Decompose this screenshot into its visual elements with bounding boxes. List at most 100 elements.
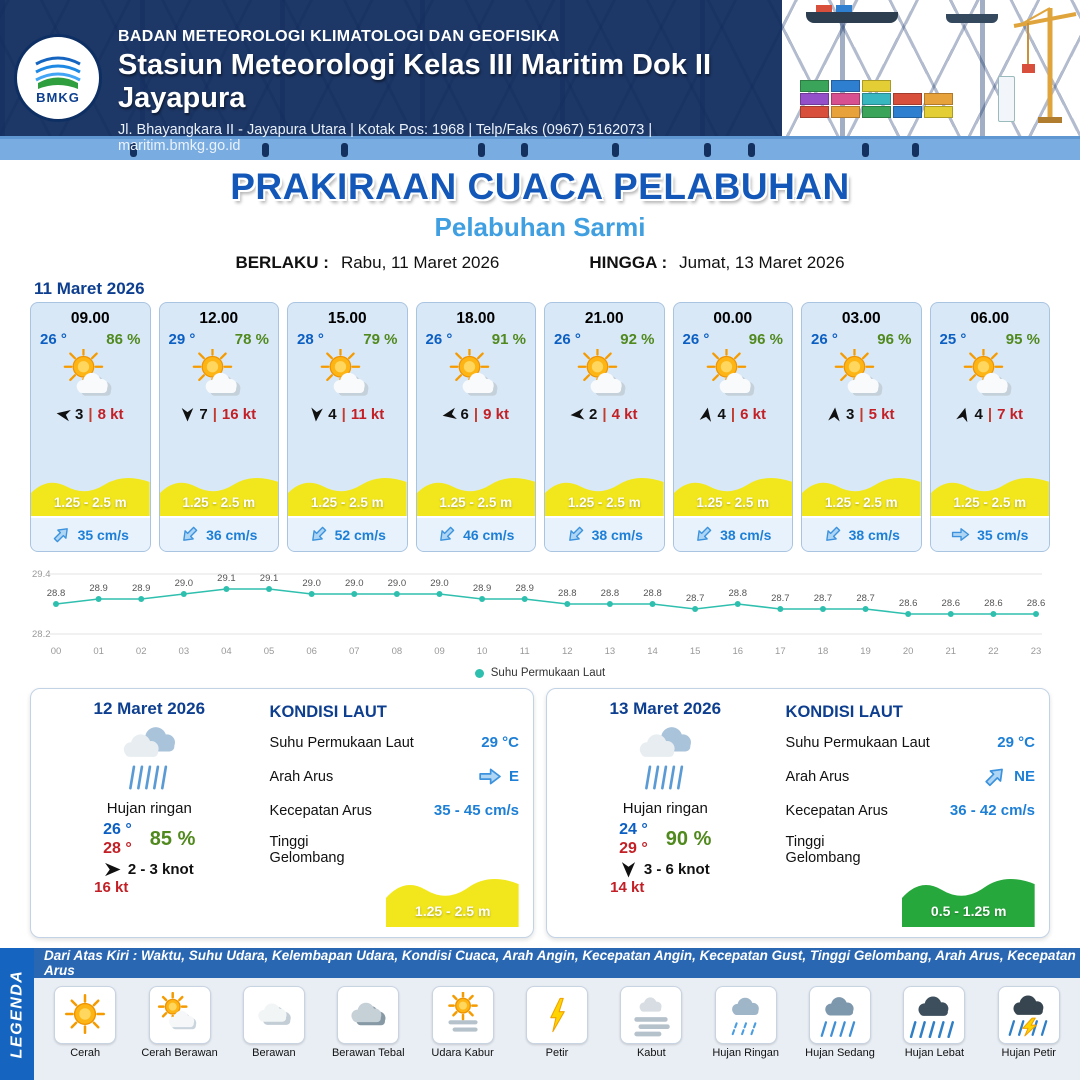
wind-speed: 4 xyxy=(974,406,983,423)
wave-height-band: 1.25 - 2.5 m xyxy=(802,470,921,516)
kondisi-label: Suhu Permukaan Laut xyxy=(785,734,930,751)
svg-text:13: 13 xyxy=(605,646,616,657)
sun-cloud-icon xyxy=(148,986,211,1044)
bmkg-logo: BMKG xyxy=(14,34,102,122)
arah-arus-value: NE xyxy=(1014,768,1035,785)
weather-icon xyxy=(545,349,664,405)
current-row: 35 cm/s xyxy=(31,516,150,551)
legend-item: Cerah Berawan xyxy=(135,986,225,1080)
card-time: 06.00 xyxy=(970,310,1010,327)
title-block: PRAKIRAAN CUACA PELABUHAN Pelabuhan Sarm… xyxy=(0,166,1080,273)
current-speed: 35 cm/s xyxy=(977,526,1029,543)
berlaku-group: BERLAKU : Rabu, 11 Maret 2026 xyxy=(235,253,499,273)
daily-humidity: 85 % xyxy=(149,827,196,850)
wave-height-band: 1.25 - 2.5 m xyxy=(673,470,792,516)
current-speed: 38 cm/s xyxy=(591,526,643,543)
sst-value: 29 °C xyxy=(481,734,519,751)
arah-arus-row: Arah Arus NE xyxy=(786,766,1035,787)
wave-height-value: 1.25 - 2.5 m xyxy=(414,903,491,919)
current-speed: 38 cm/s xyxy=(720,526,772,543)
legend-item-label: Berawan Tebal xyxy=(331,1047,405,1059)
wind-speed: 3 xyxy=(846,406,855,423)
kondisi-laut-column: KONDISI LAUT Suhu Permukaan Laut 29 °C A… xyxy=(254,699,519,927)
card-temperature: 25 ° xyxy=(939,331,967,348)
berlaku-value: Rabu, 11 Maret 2026 xyxy=(340,253,500,272)
svg-text:22: 22 xyxy=(988,646,999,657)
daily-wind-row: 3 - 6 knot xyxy=(621,861,710,878)
card-time: 15.00 xyxy=(327,310,367,327)
svg-text:10: 10 xyxy=(477,646,488,657)
wind-direction-icon xyxy=(104,862,121,877)
current-row: 52 cm/s xyxy=(288,516,407,551)
current-speed: 35 cm/s xyxy=(77,526,129,543)
svg-text:09: 09 xyxy=(434,646,445,657)
legend-item: Kabut xyxy=(606,986,696,1080)
wind-direction-icon xyxy=(55,407,72,422)
kondisi-laut-column: KONDISI LAUT Suhu Permukaan Laut 29 °C A… xyxy=(770,699,1035,927)
svg-text:28.9: 28.9 xyxy=(132,583,151,594)
legend-note: Dari Atas Kiri : Waktu, Suhu Udara, Kele… xyxy=(34,948,1080,978)
wind-separator: | xyxy=(987,406,993,423)
wind-gust: 4 kt xyxy=(611,406,638,423)
daily-gust: 16 kt xyxy=(94,879,129,897)
chart-legend-label: Suhu Permukaan Laut xyxy=(490,667,606,679)
validity-row: BERLAKU : Rabu, 11 Maret 2026 HINGGA : J… xyxy=(0,253,1080,273)
weather-icon xyxy=(160,349,279,405)
svg-text:18: 18 xyxy=(818,646,829,657)
forecast-card: 12.00 29 ° 78 % 7 | 16 kt 1.25 - 2.5 m 3… xyxy=(158,302,279,552)
current-speed: 46 cm/s xyxy=(463,526,515,543)
wind-direction-icon xyxy=(310,406,324,422)
current-direction-icon xyxy=(979,761,1011,793)
bmkg-logo-globe xyxy=(35,56,81,89)
svg-text:16: 16 xyxy=(732,646,743,657)
person-silhouette-decoration xyxy=(478,143,485,157)
hingga-value: Jumat, 13 Maret 2026 xyxy=(679,253,845,272)
svg-text:07: 07 xyxy=(349,646,360,657)
wave-height-band: 1.25 - 2.5 m xyxy=(416,470,535,516)
legend-item-label: Hujan Petir xyxy=(1001,1047,1056,1059)
svg-text:28.9: 28.9 xyxy=(515,583,534,594)
wind-speed: 4 xyxy=(717,406,726,423)
current-row: 46 cm/s xyxy=(416,516,535,551)
header-panel xyxy=(0,0,782,136)
wind-speed: 2 xyxy=(589,406,598,423)
legend-item: Udara Kabur xyxy=(418,986,508,1080)
kecepatan-arus-value: 35 - 45 cm/s xyxy=(433,802,519,819)
temp-humidity-row: 26 ° 92 % xyxy=(545,328,664,348)
legend-item-label: Kabut xyxy=(636,1047,666,1059)
forecast-card: 00.00 26 ° 96 % 4 | 6 kt 1.25 - 2.5 m 38… xyxy=(672,302,793,552)
current-row: 35 cm/s xyxy=(930,516,1049,551)
svg-text:28.8: 28.8 xyxy=(601,588,620,599)
current-direction-icon xyxy=(562,522,587,547)
card-temperature: 26 ° xyxy=(40,331,67,348)
wind-row: 4 | 7 kt xyxy=(931,406,1050,423)
legend-title: LEGENDA xyxy=(8,969,26,1059)
page-subtitle: Pelabuhan Sarmi xyxy=(434,212,646,242)
svg-text:29.1: 29.1 xyxy=(260,573,279,584)
wind-separator: | xyxy=(859,406,864,423)
wave-height-band: 1.25 - 2.5 m xyxy=(545,470,664,516)
daily-card: 12 Maret 2026 Hujan ringan 26 ° 28 ° 85 … xyxy=(30,688,534,938)
wind-separator: | xyxy=(88,406,93,423)
thunder-icon xyxy=(525,986,588,1044)
wind-separator: | xyxy=(341,406,346,423)
svg-text:28.7: 28.7 xyxy=(686,593,705,604)
wave-height-value: 1.25 - 2.5 m xyxy=(696,495,770,510)
wind-row: 3 | 5 kt xyxy=(802,406,921,423)
svg-text:12: 12 xyxy=(562,646,573,657)
arah-arus-row: Arah Arus E xyxy=(270,766,519,787)
svg-text:01: 01 xyxy=(93,646,104,657)
wave-height-value: 1.25 - 2.5 m xyxy=(53,495,127,510)
card-temperature: 26 ° xyxy=(811,331,838,348)
legend-item-label: Hujan Ringan xyxy=(712,1047,780,1059)
header-banner: BMKG BADAN METEOROLOGI KLIMATOLOGI DAN G… xyxy=(0,0,1080,160)
kecepatan-arus-row: Kecepatan Arus 35 - 45 cm/s xyxy=(270,802,519,819)
forecast-date: 11 Maret 2026 xyxy=(34,279,145,298)
legend-item: Petir xyxy=(512,986,602,1080)
wind-speed: 4 xyxy=(328,406,337,423)
card-time: 03.00 xyxy=(841,310,881,327)
weather-icon xyxy=(931,349,1050,405)
temp-humidity-row: 26 ° 86 % xyxy=(31,328,150,348)
rain-icon xyxy=(99,719,199,802)
kondisi-laut-title: KONDISI LAUT xyxy=(269,703,387,721)
